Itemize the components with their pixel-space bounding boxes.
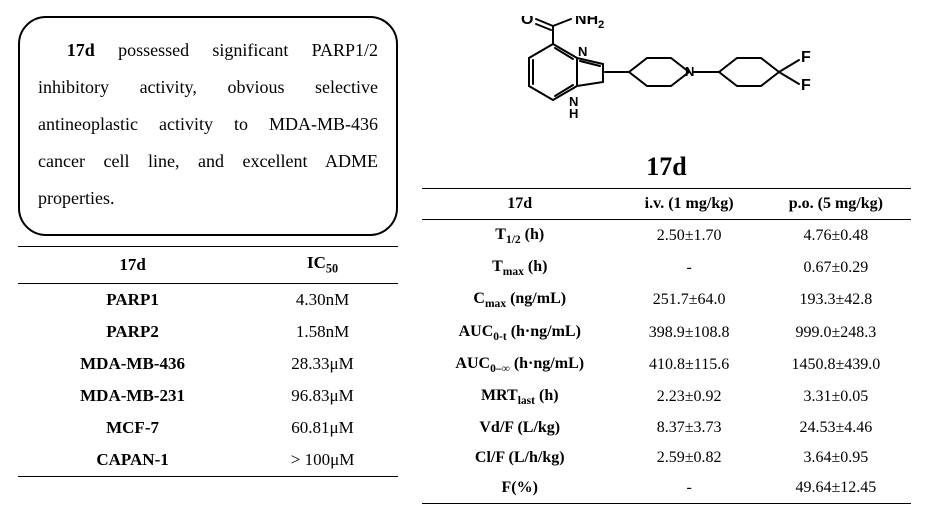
ic50-col-ic50: IC50 [247, 247, 398, 283]
pk-param: Tmax (h) [422, 252, 618, 284]
table-row: MRTlast (h)2.23±0.923.31±0.05 [422, 381, 911, 413]
pk-param: F(%) [422, 473, 618, 504]
ic50-target: PARP2 [18, 316, 247, 348]
svg-text:H: H [569, 106, 578, 121]
pk-param: MRTlast (h) [422, 381, 618, 413]
pk-po: 0.67±0.29 [761, 252, 911, 284]
pk-param: Cmax (ng/mL) [422, 284, 618, 316]
pk-iv: 398.9±108.8 [618, 317, 761, 349]
compound-label: 17d [646, 152, 686, 182]
pk-po: 4.76±0.48 [761, 220, 911, 253]
pk-po: 1450.8±439.0 [761, 349, 911, 381]
ic50-target: MCF-7 [18, 412, 247, 444]
svg-text:N: N [578, 44, 587, 59]
pk-col-iv: i.v. (1 mg/kg) [618, 189, 761, 220]
pk-tbody: T1/2 (h)2.50±1.704.76±0.48Tmax (h)-0.67±… [422, 220, 911, 504]
ic50-value: 28.33μM [247, 348, 398, 380]
table-row: T1/2 (h)2.50±1.704.76±0.48 [422, 220, 911, 253]
svg-text:F: F [801, 49, 811, 66]
ic50-value: 60.81μM [247, 412, 398, 444]
pk-po: 3.31±0.05 [761, 381, 911, 413]
structure-svg: O NH2 N N H N F F [457, 16, 877, 156]
pk-iv: 2.59±0.82 [618, 443, 761, 473]
pk-iv: 251.7±64.0 [618, 284, 761, 316]
pk-param: T1/2 (h) [422, 220, 618, 253]
ic50-value: 1.58nM [247, 316, 398, 348]
pk-table: 17d i.v. (1 mg/kg) p.o. (5 mg/kg) T1/2 (… [422, 188, 911, 504]
table-row: F(%)-49.64±12.45 [422, 473, 911, 504]
table-row: AUC0-t (h·ng/mL)398.9±108.8999.0±248.3 [422, 317, 911, 349]
pk-iv: 2.23±0.92 [618, 381, 761, 413]
table-row: Vd/F (L/kg)8.37±3.7324.53±4.46 [422, 413, 911, 443]
svg-text:NH2: NH2 [575, 16, 604, 31]
ic50-table: 17d IC50 PARP14.30nMPARP21.58nMMDA-MB-43… [18, 246, 398, 476]
pk-col-po: p.o. (5 mg/kg) [761, 189, 911, 220]
pk-param: AUC0–∞ (h·ng/mL) [422, 349, 618, 381]
table-row: PARP14.30nM [18, 283, 398, 316]
ic50-target: CAPAN-1 [18, 444, 247, 477]
pk-iv: 8.37±3.73 [618, 413, 761, 443]
chemical-structure: O NH2 N N H N F F 17d [422, 16, 911, 188]
svg-text:O: O [521, 16, 533, 28]
summary-text: 17d possessed significant PARP1/2 inhibi… [38, 32, 378, 216]
ic50-target: MDA-MB-436 [18, 348, 247, 380]
table-row: MCF-760.81μM [18, 412, 398, 444]
pk-col-param: 17d [422, 189, 618, 220]
svg-text:N: N [685, 64, 694, 79]
table-row: CAPAN-1> 100μM [18, 444, 398, 477]
pk-po: 193.3±42.8 [761, 284, 911, 316]
ic50-value: 4.30nM [247, 283, 398, 316]
table-row: MDA-MB-23196.83μM [18, 380, 398, 412]
table-row: Cmax (ng/mL)251.7±64.0193.3±42.8 [422, 284, 911, 316]
ic50-target: MDA-MB-231 [18, 380, 247, 412]
pk-po: 49.64±12.45 [761, 473, 911, 504]
ic50-tbody: PARP14.30nMPARP21.58nMMDA-MB-43628.33μMM… [18, 283, 398, 476]
pk-param: Cl/F (L/h/kg) [422, 443, 618, 473]
ic50-value: 96.83μM [247, 380, 398, 412]
table-row: PARP21.58nM [18, 316, 398, 348]
pk-param: AUC0-t (h·ng/mL) [422, 317, 618, 349]
ic50-target: PARP1 [18, 283, 247, 316]
table-row: Tmax (h)-0.67±0.29 [422, 252, 911, 284]
pk-iv: 410.8±115.6 [618, 349, 761, 381]
pk-po: 3.64±0.95 [761, 443, 911, 473]
pk-iv: - [618, 252, 761, 284]
ic50-col-compound: 17d [18, 247, 247, 283]
summary-box: 17d possessed significant PARP1/2 inhibi… [18, 16, 398, 236]
pk-po: 999.0±248.3 [761, 317, 911, 349]
svg-text:F: F [801, 77, 811, 94]
table-row: Cl/F (L/h/kg)2.59±0.823.64±0.95 [422, 443, 911, 473]
pk-iv: 2.50±1.70 [618, 220, 761, 253]
table-row: MDA-MB-43628.33μM [18, 348, 398, 380]
pk-iv: - [618, 473, 761, 504]
pk-po: 24.53±4.46 [761, 413, 911, 443]
table-row: AUC0–∞ (h·ng/mL)410.8±115.61450.8±439.0 [422, 349, 911, 381]
pk-param: Vd/F (L/kg) [422, 413, 618, 443]
ic50-value: > 100μM [247, 444, 398, 477]
